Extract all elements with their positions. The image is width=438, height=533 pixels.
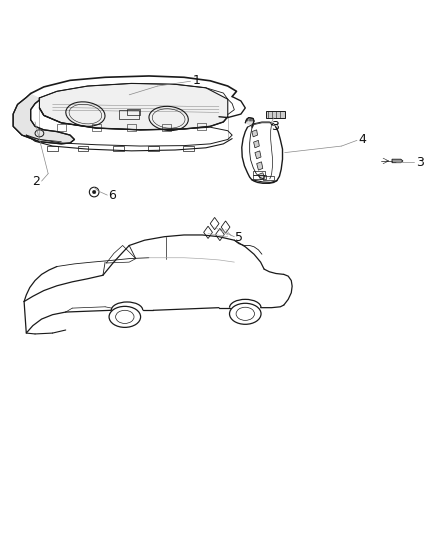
Bar (92, 124, 101, 131)
Bar (162, 124, 171, 131)
Bar (247, 119, 248, 121)
Polygon shape (258, 173, 265, 180)
Bar (78, 146, 88, 151)
Text: 1: 1 (193, 74, 201, 87)
Polygon shape (257, 162, 263, 170)
Polygon shape (252, 130, 258, 137)
Bar (119, 110, 139, 119)
Bar (253, 175, 266, 179)
Polygon shape (39, 84, 228, 130)
Bar (266, 110, 285, 118)
Text: 4: 4 (359, 133, 367, 146)
Bar (127, 109, 140, 115)
Bar (251, 119, 253, 121)
Text: 3: 3 (417, 156, 424, 169)
Bar (127, 124, 136, 131)
Polygon shape (255, 151, 261, 159)
Polygon shape (392, 159, 403, 163)
Bar (197, 124, 206, 131)
Text: 3: 3 (271, 120, 279, 133)
Polygon shape (254, 140, 259, 148)
Bar (183, 146, 194, 151)
Text: 6: 6 (108, 190, 116, 203)
Bar (113, 146, 124, 151)
Polygon shape (245, 118, 254, 127)
Bar (57, 124, 66, 131)
Bar (47, 146, 58, 151)
Ellipse shape (92, 190, 96, 194)
Text: 5: 5 (235, 231, 243, 244)
Polygon shape (13, 93, 74, 144)
Bar (249, 119, 251, 121)
Bar (263, 176, 274, 180)
Bar (253, 172, 265, 174)
Text: 2: 2 (32, 175, 40, 189)
Bar (148, 146, 159, 151)
